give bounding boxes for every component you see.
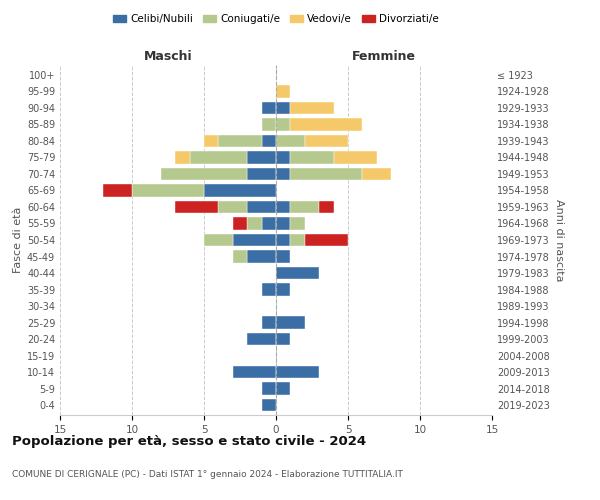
Bar <box>161 168 247 180</box>
Bar <box>276 118 290 130</box>
Bar <box>290 201 319 213</box>
Bar <box>204 184 276 196</box>
Y-axis label: Fasce di età: Fasce di età <box>13 207 23 273</box>
Bar <box>290 118 362 130</box>
Bar <box>233 250 247 262</box>
Bar <box>233 234 276 246</box>
Bar <box>276 267 319 279</box>
Bar <box>276 152 290 164</box>
Bar <box>262 118 276 130</box>
Bar <box>103 184 132 196</box>
Bar <box>247 152 276 164</box>
Bar <box>262 284 276 296</box>
Bar <box>276 316 305 328</box>
Bar <box>262 316 276 328</box>
Bar <box>247 250 276 262</box>
Bar <box>290 218 305 230</box>
Bar <box>290 102 334 114</box>
Bar <box>247 333 276 345</box>
Bar <box>276 234 290 246</box>
Bar <box>276 85 290 98</box>
Bar <box>262 218 276 230</box>
Bar <box>175 201 218 213</box>
Bar <box>247 218 262 230</box>
Text: COMUNE DI CERIGNALE (PC) - Dati ISTAT 1° gennaio 2024 - Elaborazione TUTTITALIA.: COMUNE DI CERIGNALE (PC) - Dati ISTAT 1°… <box>12 470 403 479</box>
Bar <box>305 234 348 246</box>
Bar <box>262 135 276 147</box>
Bar <box>204 234 233 246</box>
Bar <box>290 168 362 180</box>
Bar <box>218 135 262 147</box>
Bar <box>290 152 334 164</box>
Bar <box>276 135 305 147</box>
Bar <box>276 333 290 345</box>
Text: Femmine: Femmine <box>352 50 416 64</box>
Bar <box>319 201 334 213</box>
Bar <box>305 135 348 147</box>
Bar <box>247 168 276 180</box>
Bar <box>204 135 218 147</box>
Bar <box>290 234 305 246</box>
Bar <box>276 250 290 262</box>
Bar <box>233 366 276 378</box>
Bar <box>175 152 190 164</box>
Bar <box>262 382 276 395</box>
Bar <box>276 168 290 180</box>
Bar <box>334 152 377 164</box>
Bar <box>218 201 247 213</box>
Bar <box>233 218 247 230</box>
Y-axis label: Anni di nascita: Anni di nascita <box>554 198 564 281</box>
Bar <box>276 366 319 378</box>
Bar <box>132 184 204 196</box>
Bar <box>276 284 290 296</box>
Bar <box>262 399 276 411</box>
Text: Maschi: Maschi <box>143 50 193 64</box>
Bar <box>362 168 391 180</box>
Bar <box>276 102 290 114</box>
Bar <box>276 201 290 213</box>
Legend: Celibi/Nubili, Coniugati/e, Vedovi/e, Divorziati/e: Celibi/Nubili, Coniugati/e, Vedovi/e, Di… <box>109 10 443 29</box>
Bar <box>247 201 276 213</box>
Bar <box>276 218 290 230</box>
Bar <box>190 152 247 164</box>
Bar <box>262 102 276 114</box>
Bar <box>276 382 290 395</box>
Text: Popolazione per età, sesso e stato civile - 2024: Popolazione per età, sesso e stato civil… <box>12 435 366 448</box>
